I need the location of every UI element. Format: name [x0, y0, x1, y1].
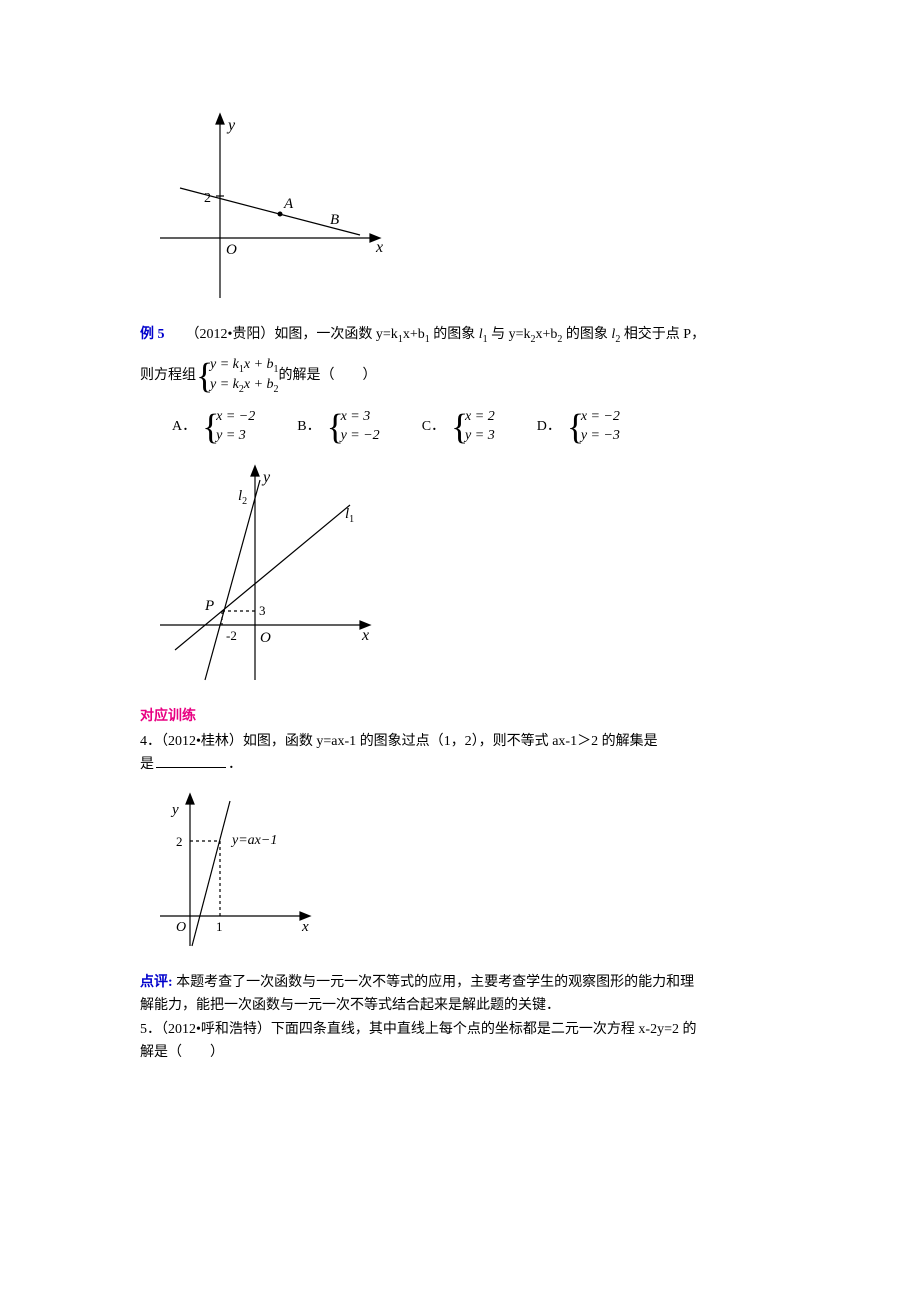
optA-top: x = −2 — [216, 408, 255, 427]
q5-l2: 解是（ ） — [140, 1045, 224, 1060]
q5-line2: 解是（ ） — [140, 1042, 800, 1064]
ex5-f1t: x+b — [403, 327, 425, 342]
comment-line2: 解能力，能把一次函数与一元一次不等式结合起来是解此题的关键． — [140, 995, 800, 1017]
q5-line1: 5．（2012•呼和浩特）下面四条直线，其中直线上每个点的坐标都是二元一次方程 … — [140, 1019, 800, 1041]
fig2-x: x — [361, 627, 369, 644]
figure-3-svg: y x O 2 1 y=ax−1 — [150, 786, 320, 956]
q4-blank — [156, 753, 226, 768]
q4-mid: 的图象过点（ — [356, 734, 444, 749]
q4-tail: 的解集是 — [598, 734, 658, 749]
figure-2-svg: y x O l2 l1 P 3 -2 — [150, 460, 380, 690]
ex5-src: （2012•贵阳）如图，一次函数 — [186, 327, 376, 342]
ex5-l2pre: 则方程组 — [140, 365, 196, 387]
optD-sys: x = −2 y = −3 — [567, 408, 620, 446]
optD-bot: y = −3 — [581, 427, 620, 446]
q5-mid: 的 — [679, 1022, 697, 1037]
q5-src: （2012•呼和浩特）下面四条直线，其中直线上每个点的坐标都是二元一次方程 — [161, 1022, 638, 1037]
q4-is: 是 — [140, 757, 154, 772]
comment-prefix: 点评: — [140, 975, 173, 990]
figure-2: y x O l2 l1 P 3 -2 — [150, 460, 800, 690]
option-B: B． x = 3 y = −2 — [297, 408, 379, 446]
ex5-l2post: 的解是（ ） — [279, 365, 377, 387]
fig1-origin: O — [226, 242, 237, 258]
optB-label: B． — [297, 416, 320, 438]
figure-3: y x O 2 1 y=ax−1 — [150, 786, 800, 956]
q4-line2: 是． — [140, 753, 800, 776]
fig3-O: O — [176, 920, 186, 935]
q4-tail2: ． — [228, 757, 242, 772]
s1b: y = k — [210, 377, 239, 392]
optB-bot: y = −2 — [341, 427, 380, 446]
fig2-P: P — [204, 598, 214, 614]
q4-line: 4．（2012•桂林）如图，函数 y=ax-1 的图象过点（1，2），则不等式 … — [140, 731, 800, 753]
option-D: D． x = −2 y = −3 — [537, 408, 620, 446]
fig1-x-label: x — [375, 239, 383, 256]
training-heading-row: 对应训练 — [140, 706, 800, 728]
figure-1-svg: y x O 2 A B — [150, 108, 390, 308]
fig3-y2: 2 — [176, 834, 183, 849]
optB-sys: x = 3 y = −2 — [327, 408, 380, 446]
s1at: x + b — [244, 357, 274, 372]
fig2-px: -2 — [226, 628, 237, 643]
fig1-B: B — [330, 212, 339, 228]
optC-top: x = 2 — [465, 408, 495, 427]
comment-t2: 解能力，能把一次函数与一元一次不等式结合起来是解此题的关键． — [140, 998, 560, 1013]
option-C: C． x = 2 y = 3 — [422, 408, 495, 446]
optD-label: D． — [537, 416, 561, 438]
fig3-x1: 1 — [216, 919, 223, 934]
fig1-A: A — [283, 196, 294, 212]
q4-src: （2012•桂林）如图，函数 — [161, 734, 316, 749]
fig2-O: O — [260, 630, 271, 646]
q4-num: 4． — [140, 734, 161, 749]
optC-bot: y = 3 — [465, 427, 495, 446]
comment-line1: 点评: 本题考查了一次函数与一元一次不等式的应用，主要考查学生的观察图形的能力和… — [140, 972, 800, 994]
ex5-f1: y=k — [376, 327, 398, 342]
ex5-m1: 的图象 — [430, 327, 479, 342]
example5-line2: 则方程组 y = k1x + b1 y = k2x + b2 的解是（ ） — [140, 356, 800, 397]
comment-t1: 本题考查了一次函数与一元一次不等式的应用，主要考查学生的观察图形的能力和理 — [176, 975, 694, 990]
optA-sys: x = −2 y = 3 — [202, 408, 255, 446]
fig1-y-label: y — [226, 117, 236, 134]
fig2-l2: l2 — [238, 488, 247, 507]
example5-prefix: 例 5 — [140, 327, 165, 342]
q5-num: 5． — [140, 1022, 161, 1037]
fig1-yint: 2 — [204, 191, 211, 206]
s1a: y = k — [210, 357, 239, 372]
optA-label: A． — [172, 416, 196, 438]
s1bt: x + b — [244, 377, 274, 392]
optC-label: C． — [422, 416, 445, 438]
optC-sys: x = 2 y = 3 — [451, 408, 495, 446]
optB-top: x = 3 — [341, 408, 380, 427]
ex5-system: y = k1x + b1 y = k2x + b2 — [196, 356, 279, 397]
ex5-f2t: x+b — [536, 327, 558, 342]
q4-pt: 1，2 — [444, 734, 472, 749]
fig2-l1: l1 — [345, 506, 354, 525]
fig2-py: 3 — [259, 603, 266, 618]
fig3-y: y — [170, 802, 179, 818]
figure-1: y x O 2 A B — [150, 108, 800, 308]
optA-bot: y = 3 — [216, 427, 255, 446]
s1bs2: 2 — [274, 384, 279, 395]
q4-ineq: ax-1＞2 — [552, 734, 598, 749]
ex5-m3: 的图象 — [562, 327, 611, 342]
options-row: A． x = −2 y = 3 B． x = 3 y = −2 C． x = 2… — [172, 408, 800, 446]
fig3-x: x — [301, 919, 309, 935]
ex5-f2: y=k — [509, 327, 531, 342]
fig2-y: y — [261, 469, 271, 486]
optD-top: x = −2 — [581, 408, 620, 427]
example5-line1: 例 5 （2012•贵阳）如图，一次函数 y=k1x+b1 的图象 l1 与 y… — [140, 324, 800, 348]
option-A: A． x = −2 y = 3 — [172, 408, 255, 446]
s1as2: 1 — [274, 364, 279, 375]
ex5-tail: 相交于点 P， — [620, 327, 705, 342]
q4-func: y=ax-1 — [316, 734, 356, 749]
fig3-eq: y=ax−1 — [230, 833, 277, 848]
ex5-m2: 与 — [488, 327, 509, 342]
q5-eq: x-2y=2 — [638, 1022, 679, 1037]
training-heading: 对应训练 — [140, 709, 196, 724]
q4-mid2: ），则不等式 — [472, 734, 553, 749]
